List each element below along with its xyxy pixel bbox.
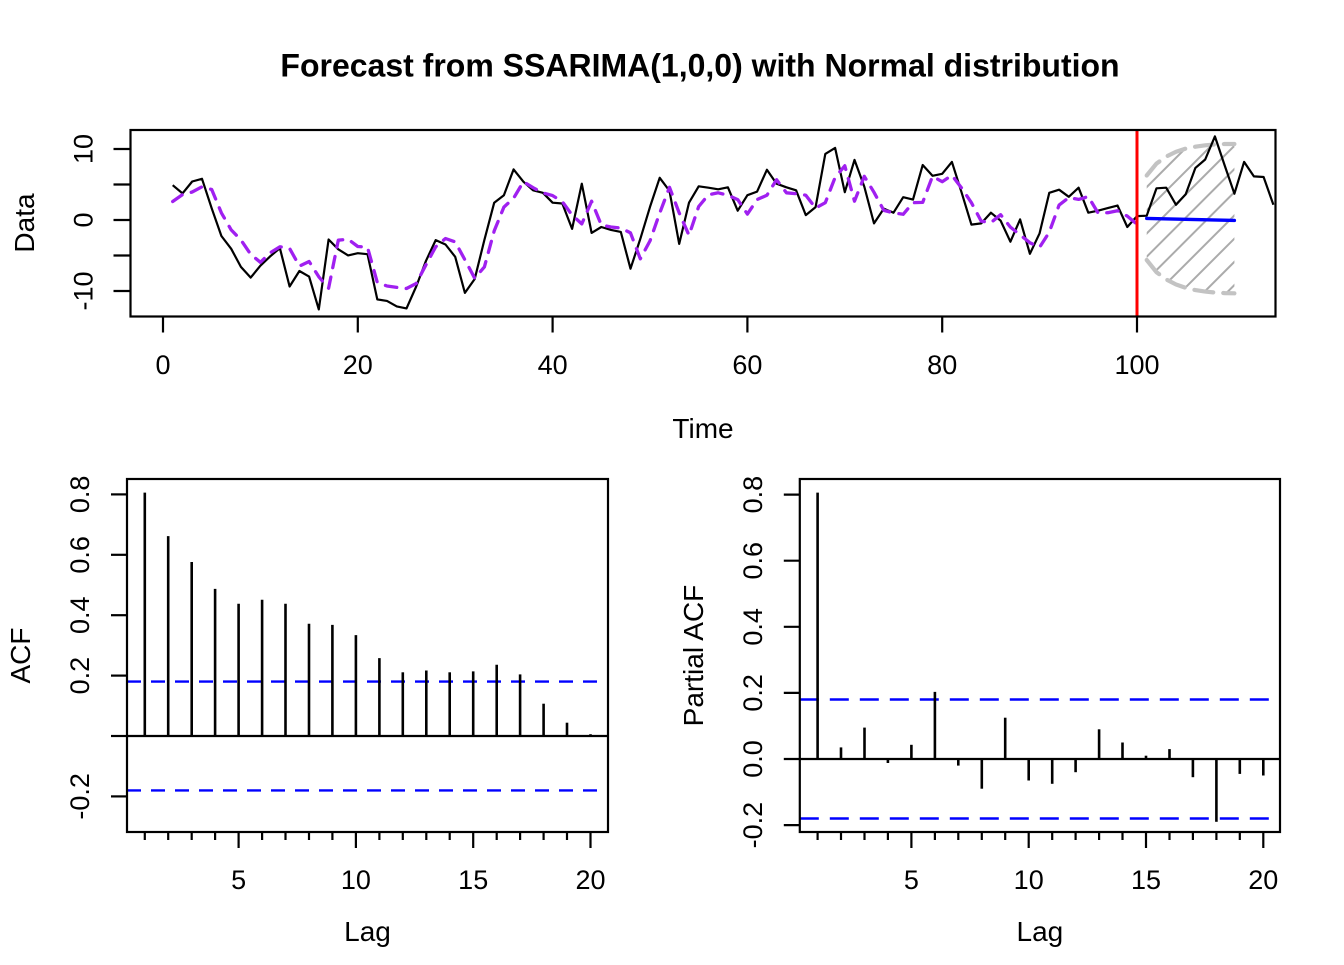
svg-text:ACF: ACF [5, 628, 36, 684]
svg-text:0: 0 [155, 350, 170, 380]
svg-text:0.8: 0.8 [65, 476, 95, 514]
svg-text:5: 5 [904, 865, 919, 895]
svg-text:0.2: 0.2 [65, 657, 95, 695]
svg-text:20: 20 [575, 865, 605, 895]
svg-text:40: 40 [538, 350, 568, 380]
svg-text:10: 10 [69, 134, 99, 164]
svg-text:0.0: 0.0 [738, 740, 768, 778]
svg-text:0.6: 0.6 [738, 542, 768, 580]
svg-text:Data: Data [9, 193, 40, 253]
svg-text:0: 0 [69, 212, 99, 227]
svg-text:15: 15 [458, 865, 488, 895]
svg-text:10: 10 [1014, 865, 1044, 895]
svg-text:100: 100 [1114, 350, 1159, 380]
svg-text:20: 20 [343, 350, 373, 380]
svg-text:0.2: 0.2 [738, 674, 768, 712]
svg-text:Forecast from SSARIMA(1,0,0) w: Forecast from SSARIMA(1,0,0) with Normal… [280, 48, 1119, 84]
svg-text:-0.2: -0.2 [738, 802, 768, 849]
svg-text:80: 80 [927, 350, 957, 380]
svg-text:0.8: 0.8 [738, 476, 768, 514]
svg-text:20: 20 [1248, 865, 1278, 895]
svg-text:0.4: 0.4 [65, 596, 95, 634]
svg-text:-0.2: -0.2 [65, 773, 95, 820]
svg-text:Lag: Lag [344, 916, 391, 947]
svg-text:60: 60 [732, 350, 762, 380]
svg-text:Partial ACF: Partial ACF [678, 585, 709, 727]
svg-text:15: 15 [1131, 865, 1161, 895]
svg-text:Lag: Lag [1017, 916, 1064, 947]
svg-text:10: 10 [341, 865, 371, 895]
svg-text:Time: Time [672, 413, 733, 444]
svg-text:0.4: 0.4 [738, 608, 768, 646]
svg-text:0.6: 0.6 [65, 536, 95, 574]
svg-text:5: 5 [231, 865, 246, 895]
svg-text:-10: -10 [69, 271, 99, 310]
